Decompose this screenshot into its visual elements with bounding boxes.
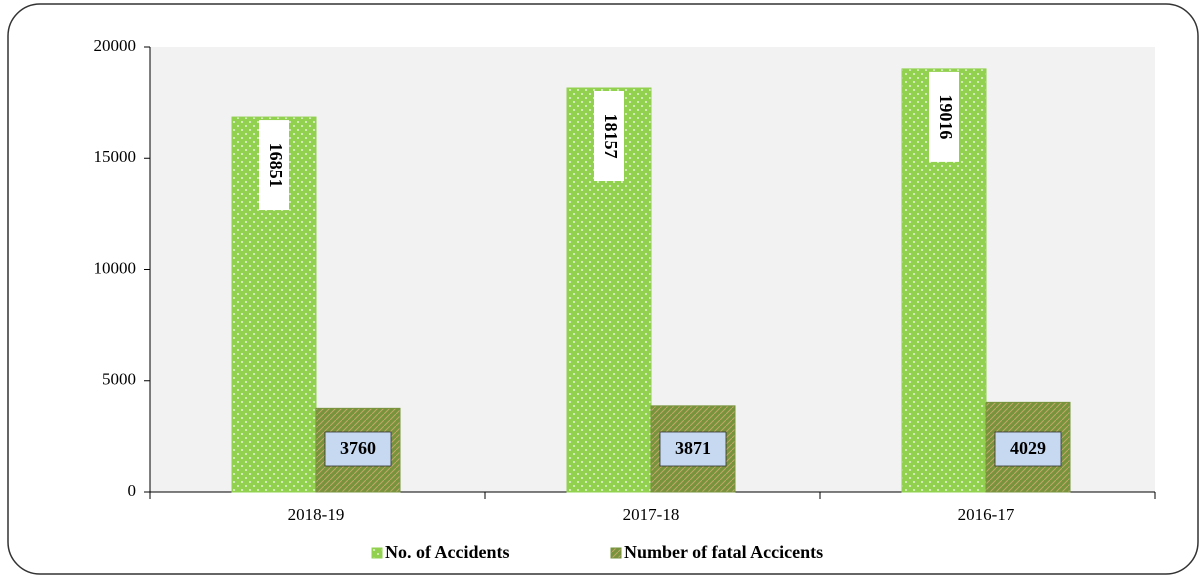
data-label-box <box>659 431 727 467</box>
data-label: 3871 <box>675 438 711 458</box>
y-tick-label: 10000 <box>94 258 137 277</box>
y-tick-label: 20000 <box>94 36 137 55</box>
y-tick-label: 5000 <box>102 370 136 389</box>
data-label-box <box>324 431 392 467</box>
data-label-box <box>994 431 1062 467</box>
data-label: 3760 <box>340 438 376 458</box>
x-tick-label: 2018-19 <box>288 505 345 524</box>
data-label: 16851 <box>266 143 286 188</box>
data-label-box <box>594 91 624 182</box>
data-label: 19016 <box>936 94 956 139</box>
legend-label: Number of fatal Accicents <box>624 542 823 562</box>
y-tick-label: 15000 <box>94 147 137 166</box>
x-tick-label: 2016-17 <box>958 505 1015 524</box>
data-label-box <box>259 120 289 211</box>
x-tick-label: 2017-18 <box>623 505 680 524</box>
data-label: 4029 <box>1010 438 1046 458</box>
legend-swatch <box>610 547 622 559</box>
data-label: 18157 <box>601 114 621 159</box>
legend-label: No. of Accidents <box>385 542 510 562</box>
data-label-box <box>929 71 959 162</box>
y-tick-label: 0 <box>128 481 137 500</box>
legend-swatch <box>371 547 383 559</box>
